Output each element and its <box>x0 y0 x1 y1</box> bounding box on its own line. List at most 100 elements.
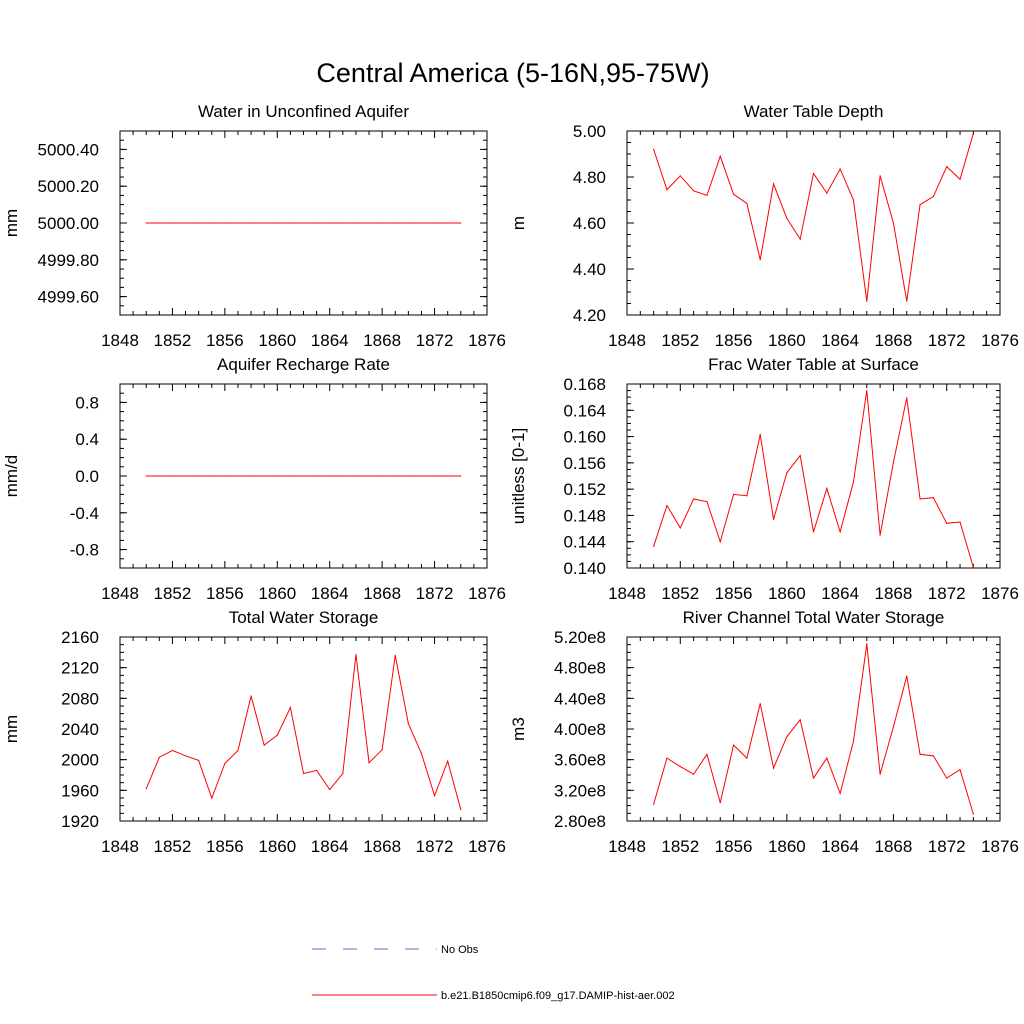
data-point <box>342 222 344 224</box>
x-tick-label: 1856 <box>206 837 244 856</box>
data-point <box>145 788 147 790</box>
data-point <box>653 803 655 805</box>
data-point <box>693 498 695 500</box>
data-point <box>316 769 318 772</box>
y-tick-label: 4.60 <box>573 214 606 233</box>
x-tick-label: 1852 <box>154 584 192 603</box>
data-point <box>786 736 788 738</box>
chart-panel-4: Frac Water Table at Surface 1848 1852 1856 1… <box>509 355 1019 603</box>
x-tick-label: 1860 <box>258 584 296 603</box>
data-point <box>329 475 331 477</box>
data-point <box>289 222 291 224</box>
x-tick-label: 1868 <box>875 837 913 856</box>
data-point <box>759 703 761 705</box>
x-tick-label: 1856 <box>206 331 244 350</box>
chart-panel-1: Water in Unconfined Aquifer 1848 1852 1856 1… <box>2 102 506 350</box>
data-point <box>772 767 775 769</box>
data-point <box>302 222 305 224</box>
data-point <box>879 175 881 177</box>
panel-title: Water in Unconfined Aquifer <box>198 102 409 121</box>
x-tick-label: 1860 <box>768 584 806 603</box>
x-tick-label: 1868 <box>363 584 401 603</box>
panel-title: Frac Water Table at Surface <box>708 355 919 374</box>
y-tick-label: 0.148 <box>563 506 606 525</box>
y-tick-label: 0.164 <box>563 401 606 420</box>
data-point <box>211 475 213 477</box>
x-tick-label: 1864 <box>311 331 349 350</box>
data-point <box>959 769 961 771</box>
y-tick-label: 2000 <box>61 751 99 770</box>
y-tick-label: 1960 <box>61 781 99 800</box>
data-point <box>158 475 160 477</box>
series-line <box>653 643 974 815</box>
y-tick-label: 3.60e8 <box>554 751 606 770</box>
data-point <box>946 777 948 779</box>
data-point <box>355 654 357 656</box>
y-tick-label: 2080 <box>61 689 99 708</box>
plot-frame <box>626 383 1001 569</box>
data-point <box>879 534 881 536</box>
data-point <box>852 740 855 742</box>
data-point <box>329 222 331 224</box>
data-point <box>433 222 436 224</box>
data-point <box>653 545 655 547</box>
x-tick-label: 1848 <box>101 837 139 856</box>
y-axis-label: mm <box>2 209 21 237</box>
data-point <box>666 757 668 759</box>
y-tick-label: 2160 <box>61 628 99 647</box>
data-point <box>224 222 226 224</box>
data-point <box>198 759 200 762</box>
data-point <box>316 222 318 224</box>
data-point <box>812 172 815 175</box>
x-tick-label: 1872 <box>928 584 966 603</box>
data-point <box>706 501 708 503</box>
x-tick-label: 1856 <box>715 331 753 350</box>
data-point <box>355 475 357 477</box>
data-point <box>368 222 370 224</box>
x-tick-label: 1852 <box>154 837 192 856</box>
data-point <box>407 475 409 477</box>
data-point <box>302 772 305 775</box>
data-point <box>693 190 695 192</box>
y-axis-label: mm/d <box>2 455 21 498</box>
y-tick-label: 0.156 <box>563 454 606 473</box>
panel-title: Aquifer Recharge Rate <box>217 355 390 374</box>
data-point <box>706 194 708 196</box>
y-axis-label: mm <box>2 715 21 743</box>
data-point <box>839 168 841 170</box>
data-point <box>826 192 828 194</box>
data-point <box>276 475 278 477</box>
data-point <box>666 189 668 191</box>
x-tick-label: 1876 <box>981 837 1019 856</box>
x-tick-label: 1868 <box>363 837 401 856</box>
y-tick-label: 0.4 <box>75 430 99 449</box>
y-tick-label: 2120 <box>61 659 99 678</box>
series-line <box>653 133 974 302</box>
data-point <box>433 795 436 797</box>
data-point <box>211 797 213 799</box>
y-tick-label: 5000.00 <box>38 214 99 233</box>
series-line <box>653 390 974 568</box>
y-tick-label: 4.80e8 <box>554 659 606 678</box>
data-point <box>368 475 370 477</box>
y-tick-label: 0.168 <box>563 375 606 394</box>
data-point <box>158 756 160 758</box>
data-point <box>420 222 423 224</box>
x-tick-label: 1868 <box>363 331 401 350</box>
chart-panel-3: Aquifer Recharge Rate 1848 1852 1856 1860 186… <box>2 355 506 603</box>
data-point <box>919 204 921 206</box>
data-point <box>184 475 187 477</box>
y-tick-label: 2.80e8 <box>554 812 606 831</box>
data-point <box>786 217 788 219</box>
data-point <box>342 475 344 477</box>
data-point <box>460 475 462 477</box>
plot-frame <box>626 130 1001 316</box>
data-point <box>653 148 655 150</box>
legend-obs-label: No Obs <box>441 944 479 956</box>
data-point <box>786 472 788 474</box>
data-point <box>289 475 291 477</box>
data-point <box>772 183 775 185</box>
data-point <box>746 495 748 497</box>
data-point <box>932 755 934 757</box>
